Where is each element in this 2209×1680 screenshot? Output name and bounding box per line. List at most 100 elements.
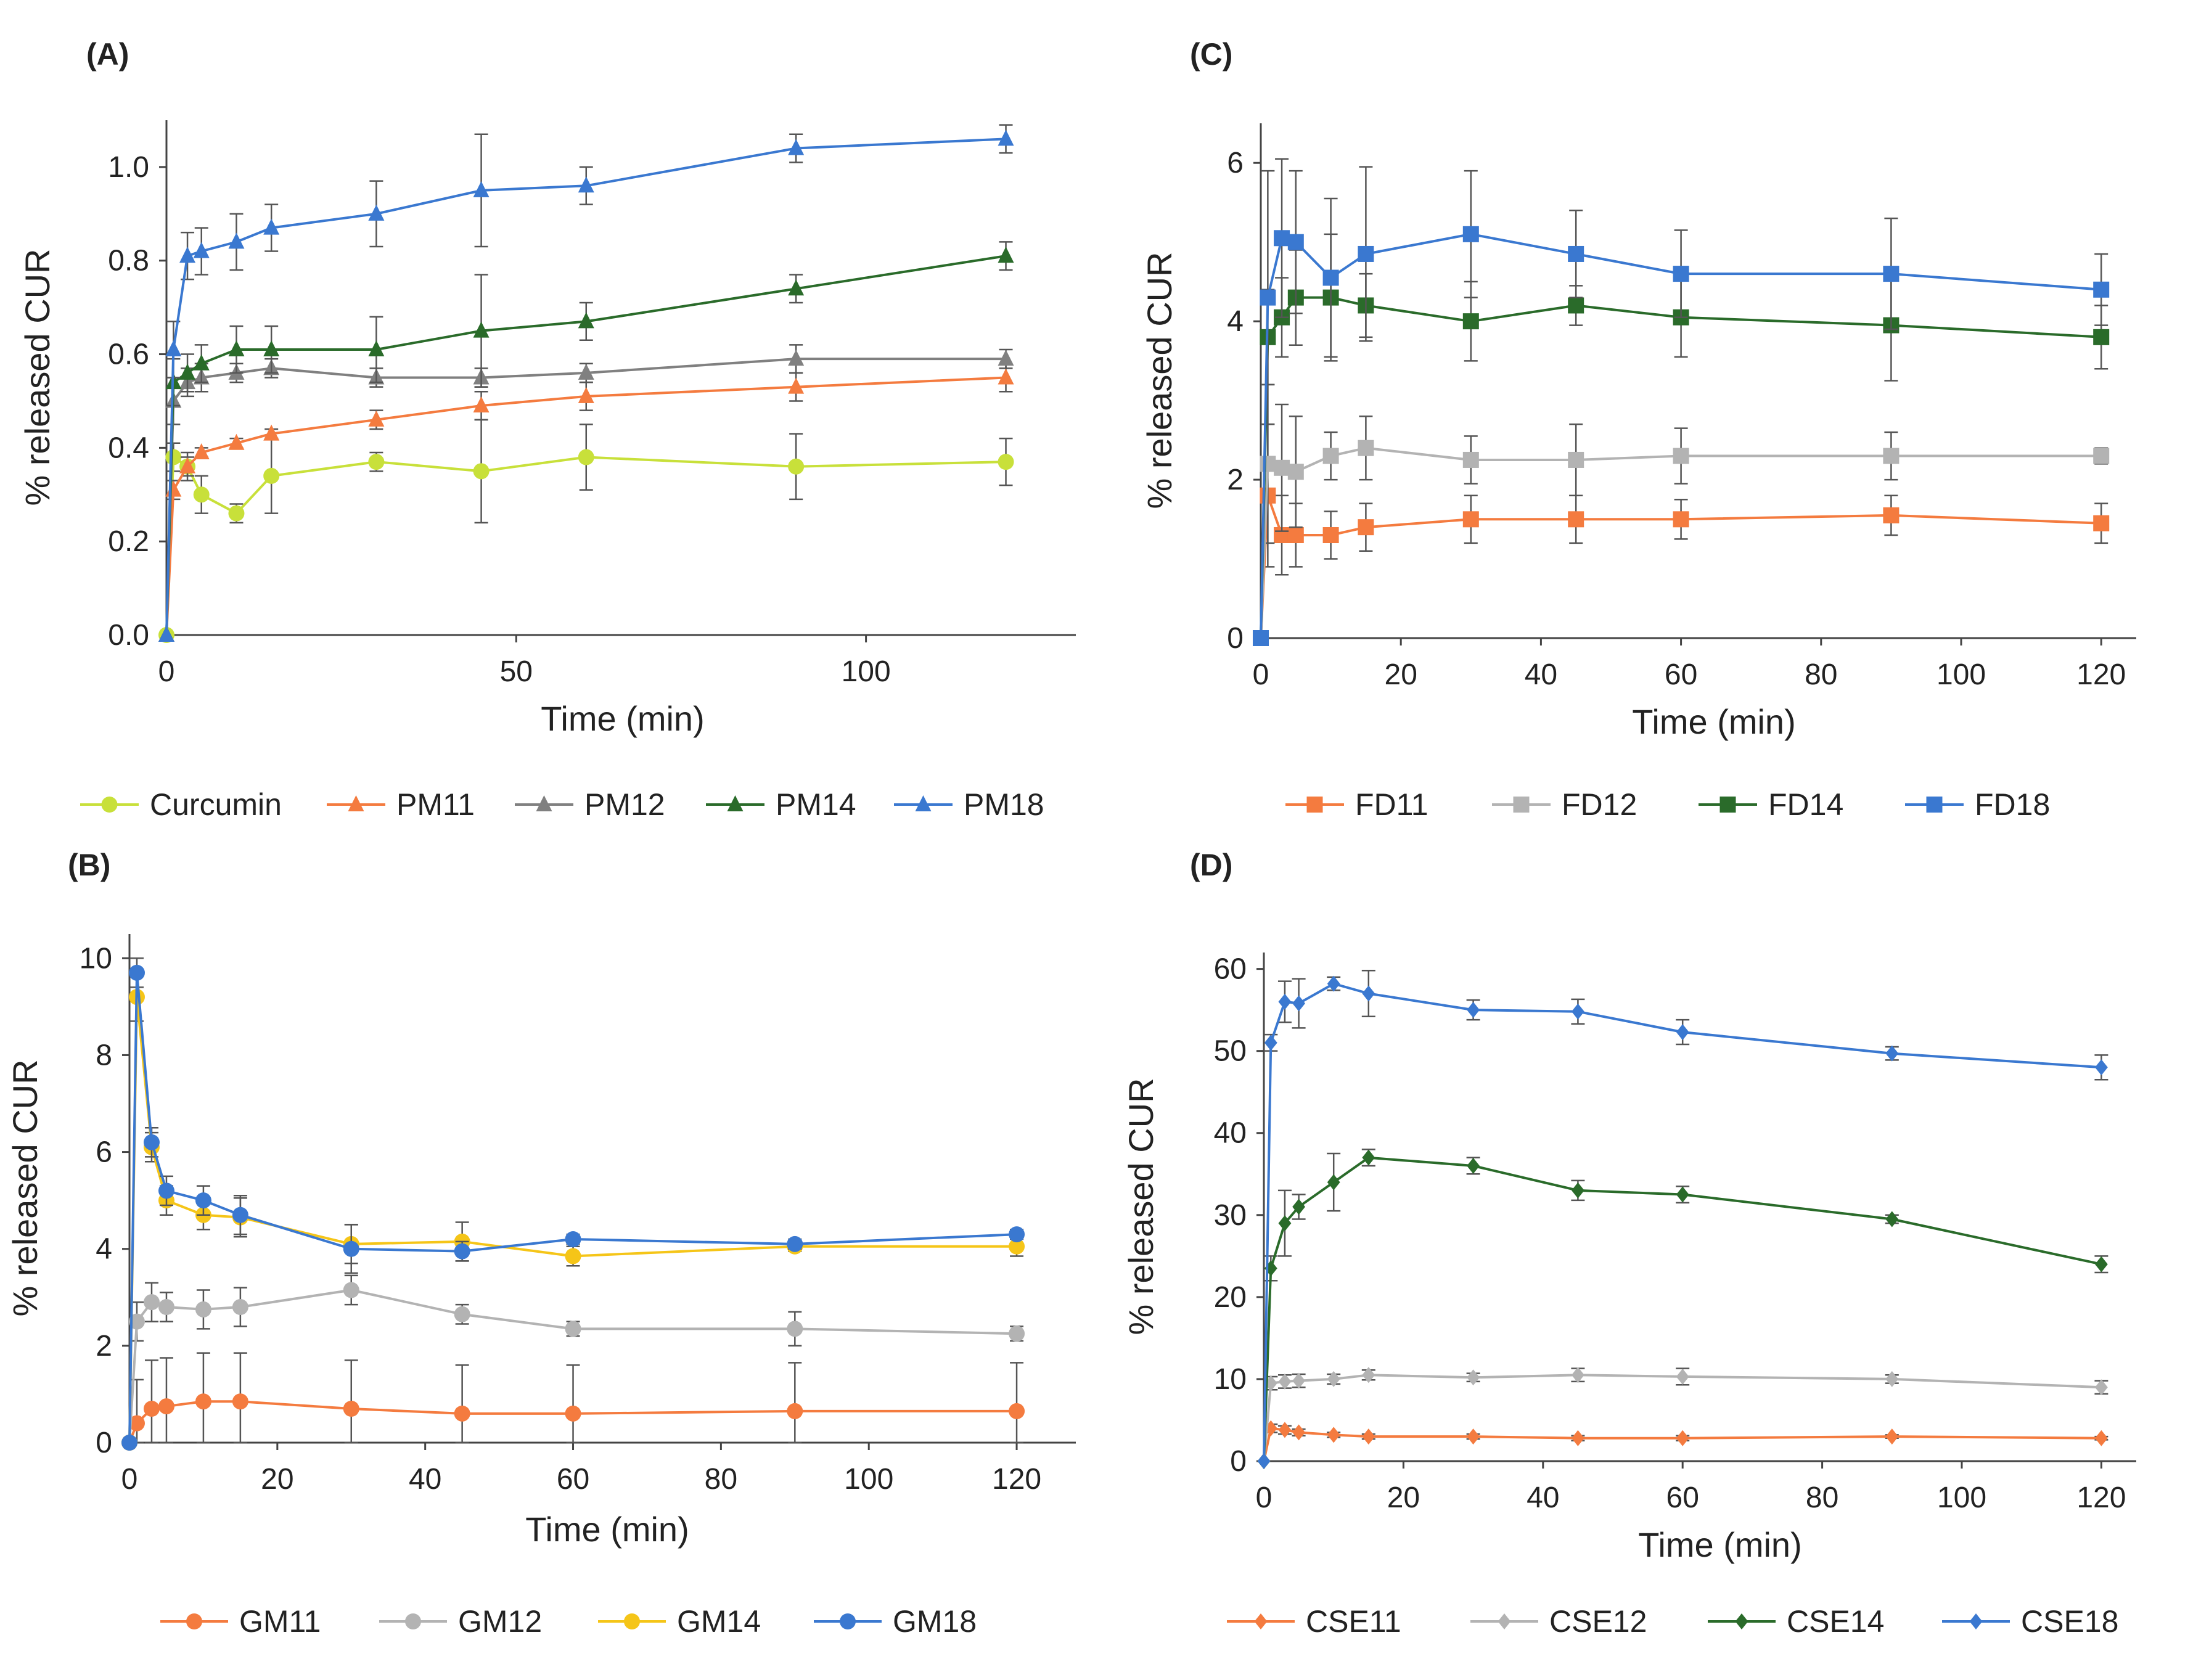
data-point (454, 1306, 470, 1322)
data-point (578, 449, 594, 465)
y-axis-title: % released CUR (1121, 1078, 1160, 1335)
data-point (128, 1415, 145, 1432)
legend-entry-pm11: PM11 (327, 787, 475, 822)
data-point (1885, 1428, 1899, 1445)
y-tick-label: 1.0 (108, 151, 149, 184)
data-point (1009, 1403, 1025, 1419)
x-tick-label: 100 (844, 1463, 893, 1496)
data-point (343, 1401, 359, 1417)
data-point (1009, 1326, 1025, 1342)
series-gm11 (121, 1352, 1025, 1451)
data-point (1009, 1238, 1025, 1255)
data-point (1362, 985, 1375, 1002)
data-point (1358, 245, 1374, 262)
x-tick-label: 20 (1387, 1481, 1420, 1514)
data-point (2095, 1059, 2108, 1076)
data-point (1467, 1002, 1480, 1018)
data-point (228, 433, 245, 450)
data-point (343, 1240, 359, 1257)
legend-marker (405, 1613, 421, 1629)
data-point (1322, 269, 1339, 286)
legend-label: PM12 (584, 787, 665, 822)
data-point (128, 1313, 145, 1330)
data-point (1358, 519, 1374, 536)
x-axis-title: Time (min) (525, 1510, 689, 1549)
legend-entry-fd14: FD14 (1699, 787, 1843, 822)
data-point (998, 247, 1014, 263)
y-axis-title: % released CUR (18, 248, 57, 506)
data-point (1274, 230, 1290, 247)
legend-marker (186, 1613, 202, 1629)
data-point (1287, 527, 1304, 543)
legend-label: GM18 (893, 1604, 977, 1639)
x-tick-label: 0 (1253, 658, 1269, 691)
legend-marker (1969, 1613, 1983, 1629)
data-point (1572, 1367, 1584, 1383)
data-point (1322, 527, 1339, 543)
y-tick-label: 8 (96, 1039, 112, 1072)
data-point (578, 312, 594, 329)
data-point (1278, 993, 1292, 1010)
data-point (787, 1235, 803, 1252)
legend-entry-cse18: CSE18 (1942, 1604, 2118, 1639)
series-curcumin (158, 419, 1014, 643)
legend-entry-cse11: CSE11 (1227, 1604, 1401, 1639)
data-point (1885, 1211, 1899, 1227)
legend-marker (1926, 797, 1943, 813)
data-point (1676, 1024, 1689, 1041)
data-point (578, 387, 594, 403)
data-point (195, 1393, 211, 1410)
y-tick-label: 20 (1214, 1281, 1247, 1314)
legend-marker (1513, 797, 1530, 813)
data-point (578, 176, 594, 193)
data-point (232, 1299, 248, 1315)
data-point (1264, 1375, 1277, 1391)
x-axis-title: Time (min) (1638, 1525, 1801, 1564)
data-point (2095, 1379, 2108, 1396)
data-point (1462, 451, 1479, 468)
x-tick-label: 60 (1666, 1481, 1699, 1514)
data-point (2093, 329, 2110, 345)
x-tick-label: 80 (705, 1463, 737, 1496)
data-point (143, 1401, 160, 1417)
data-point (1572, 1003, 1584, 1020)
data-point (473, 321, 490, 338)
x-axis-title: Time (min) (1632, 702, 1795, 741)
legend-label: CSE14 (1787, 1604, 1884, 1639)
y-tick-label: 0.0 (108, 619, 149, 652)
legend-label: FD14 (1768, 787, 1843, 822)
legend-entry-fd18: FD18 (1905, 787, 2050, 822)
data-point (158, 1182, 174, 1199)
data-point (193, 354, 210, 371)
x-tick-label: 80 (1806, 1481, 1838, 1514)
data-point (232, 1393, 248, 1410)
x-tick-label: 50 (500, 655, 533, 688)
y-tick-label: 0.6 (108, 338, 149, 371)
data-point (143, 1294, 160, 1311)
data-point (128, 964, 145, 981)
data-point (158, 626, 174, 642)
legend-label: CSE18 (2021, 1604, 2118, 1639)
data-point (1467, 1369, 1480, 1386)
x-tick-label: 120 (2076, 658, 2126, 691)
x-tick-label: 100 (1937, 1481, 1986, 1514)
x-tick-label: 80 (1805, 658, 1837, 691)
y-tick-label: 4 (1227, 305, 1244, 338)
legend-label: CSE11 (1306, 1604, 1401, 1639)
y-tick-label: 4 (96, 1233, 112, 1266)
data-point (343, 1282, 359, 1298)
data-point (193, 242, 210, 258)
data-point (1278, 1422, 1292, 1438)
data-point (1292, 1199, 1305, 1215)
y-tick-label: 2 (1227, 464, 1244, 496)
legend-marker (348, 795, 364, 811)
data-point (195, 1192, 211, 1209)
data-point (565, 1321, 581, 1337)
data-point (1327, 1371, 1340, 1387)
data-point (1362, 1428, 1375, 1445)
data-point (788, 139, 805, 155)
y-tick-label: 60 (1214, 953, 1247, 986)
legend-label: CSE12 (1549, 1604, 1647, 1639)
data-point (1292, 1372, 1305, 1389)
